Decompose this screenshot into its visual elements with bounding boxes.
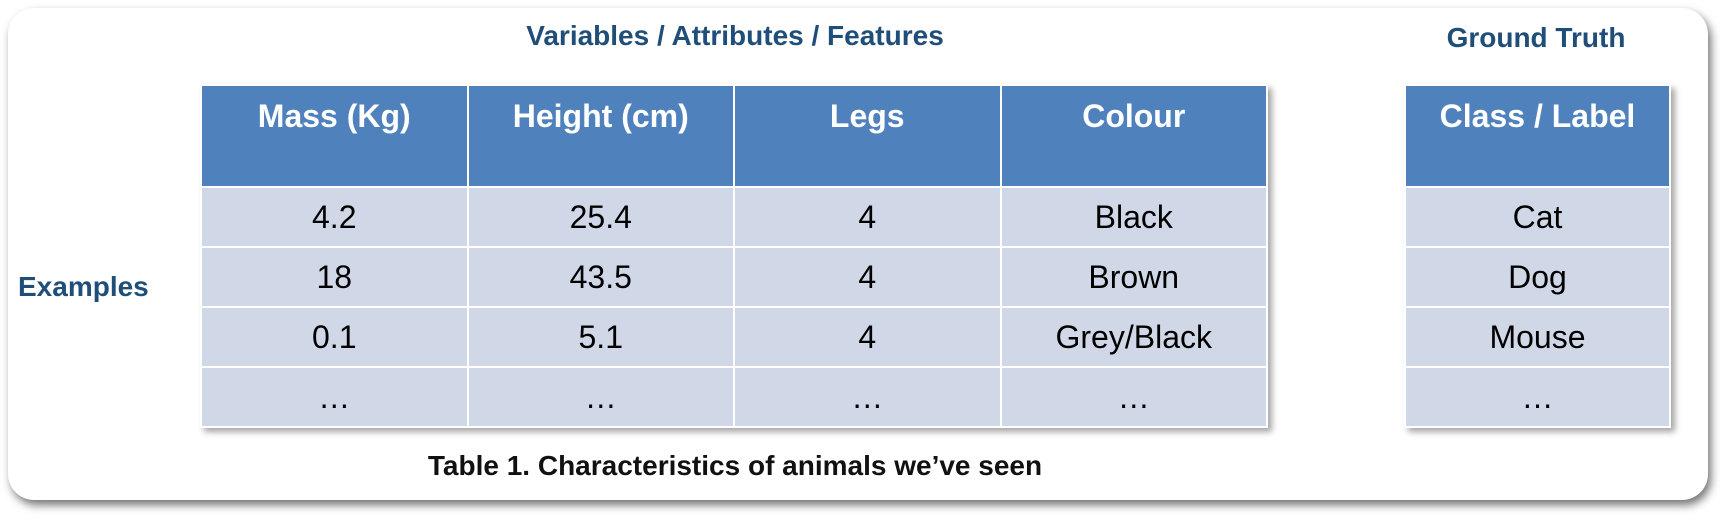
labels-table: Class / Label Cat Dog Mouse … — [1404, 84, 1671, 428]
cell-height: … — [466, 366, 735, 428]
cell-height: 43.5 — [466, 246, 735, 308]
cell-colour: Black — [999, 186, 1268, 248]
cell-height: 5.1 — [466, 306, 735, 368]
variables-heading: Variables / Attributes / Features — [526, 20, 944, 51]
table-row: Mouse — [1404, 306, 1671, 368]
cell-colour: Grey/Black — [999, 306, 1268, 368]
table-row: Cat — [1404, 186, 1671, 248]
cell-class-label: Cat — [1404, 186, 1671, 248]
cell-mass: … — [200, 366, 469, 428]
cell-legs: 4 — [733, 306, 1002, 368]
table-row: … … … … — [200, 366, 1268, 428]
column-header-class-label: Class / Label — [1404, 84, 1671, 188]
table-row: … — [1404, 366, 1671, 428]
features-table: Mass (Kg) Height (cm) Legs Colour 4.2 25… — [200, 84, 1268, 428]
table-row: 0.1 5.1 4 Grey/Black — [200, 306, 1268, 368]
cell-class-label: Mouse — [1404, 306, 1671, 368]
ground-truth-heading: Ground Truth — [1446, 22, 1626, 53]
table-caption: Table 1. Characteristics of animals we’v… — [427, 450, 1043, 481]
features-header-row: Mass (Kg) Height (cm) Legs Colour — [200, 84, 1268, 188]
cell-class-label: Dog — [1404, 246, 1671, 308]
cell-legs: 4 — [733, 246, 1002, 308]
table-row: 4.2 25.4 4 Black — [200, 186, 1268, 248]
cell-mass: 4.2 — [200, 186, 469, 248]
table-row: Dog — [1404, 246, 1671, 308]
cell-mass: 18 — [200, 246, 469, 308]
cell-colour: … — [999, 366, 1268, 428]
column-header-height: Height (cm) — [466, 84, 735, 188]
cell-height: 25.4 — [466, 186, 735, 248]
cell-colour: Brown — [999, 246, 1268, 308]
cell-legs: … — [733, 366, 1002, 428]
examples-heading: Examples — [18, 271, 149, 302]
labels-header-row: Class / Label — [1404, 84, 1671, 188]
table-row: 18 43.5 4 Brown — [200, 246, 1268, 308]
cell-mass: 0.1 — [200, 306, 469, 368]
cell-legs: 4 — [733, 186, 1002, 248]
column-header-colour: Colour — [999, 84, 1268, 188]
column-header-mass: Mass (Kg) — [200, 84, 469, 188]
column-header-legs: Legs — [733, 84, 1002, 188]
cell-class-label: … — [1404, 366, 1671, 428]
